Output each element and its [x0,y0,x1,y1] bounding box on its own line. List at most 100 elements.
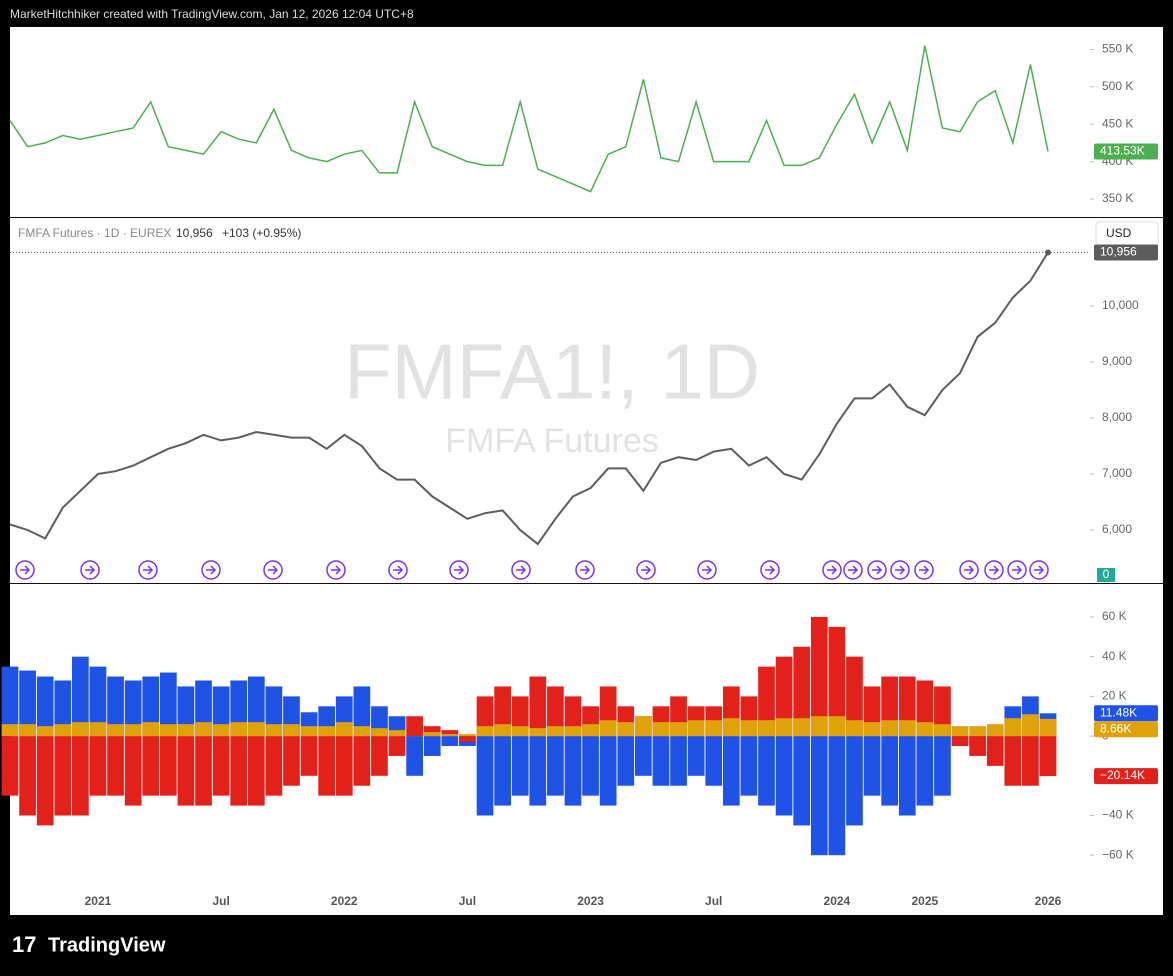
y-tick-label: 550 K [1102,42,1133,56]
bar [388,736,406,756]
event-marker-arrow [143,565,154,575]
bar [1022,714,1039,737]
bar [634,736,652,776]
bar [687,736,705,776]
event-marker-arrow [848,565,859,575]
bar [1004,718,1022,737]
y-tick-label: 350 K [1102,191,1133,205]
bar [459,734,476,737]
event-marker-arrow [393,565,404,575]
event-marker-arrow [895,565,906,575]
bar [406,716,424,737]
bar [722,736,740,806]
bar [758,666,775,737]
bar [195,736,212,806]
bar [986,736,1004,766]
bar [212,724,230,737]
bar [177,686,195,737]
event-marker-arrow [454,565,465,575]
event-marker-arrow [641,565,652,575]
legend-change: +103 (+0.95%) [222,226,301,240]
bar [36,736,54,826]
bar [441,736,459,747]
bar [687,720,705,737]
bar [283,736,300,786]
bar [459,736,476,743]
last-point [1045,249,1051,256]
bar [494,686,511,737]
bar [124,724,142,737]
event-marker-arrow [765,565,776,575]
bar [1039,718,1057,737]
bar [441,730,459,737]
series-line [9,251,1049,546]
bar [916,736,934,806]
bar [265,686,283,737]
y-tick-label: 500 K [1102,79,1133,93]
bar [388,730,406,737]
bar [1004,736,1022,786]
bar [951,736,969,747]
bar [124,680,142,737]
watermark-sub: FMFA Futures [445,422,659,460]
bar [159,736,177,796]
bar [934,724,951,737]
bar [810,716,828,737]
y-tick-label: −40 K [1102,808,1134,822]
bar [107,676,124,737]
bar [195,722,212,737]
bar [564,736,582,806]
bar [599,736,617,806]
bar [230,736,248,806]
bar [72,736,89,816]
bar [124,736,142,806]
bar [353,726,371,737]
bar [353,736,371,786]
bar [775,718,793,737]
y-tick-label: 40 K [1102,649,1127,663]
bar [793,736,811,826]
volume-label: 0 [1103,567,1110,581]
bar [986,724,1004,737]
bar [230,722,248,737]
watermark: FMFA1!, 1D [344,328,760,416]
bar [705,720,723,737]
bar [793,718,811,737]
bar [511,736,529,796]
y-tick-label: −60 K [1102,847,1134,861]
event-marker-arrow [331,565,342,575]
bar [775,656,793,737]
bar [582,724,599,737]
bar [846,656,863,737]
last-value-box [1094,705,1158,722]
x-tick-label: Jul [459,894,476,908]
bar [564,726,582,737]
bar [36,676,54,737]
last-value-box [1094,721,1158,738]
bar [177,736,195,806]
bar [19,736,36,816]
bar [881,720,899,737]
bar [265,736,283,796]
bar [529,728,547,737]
bar [934,686,951,737]
bar [423,726,441,737]
y-tick-label: 9,000 [1102,354,1132,368]
x-tick-label: 2025 [911,894,938,908]
bar [335,736,353,796]
x-tick-label: Jul [705,894,722,908]
bar [969,736,986,756]
bar [441,734,459,737]
bar [793,646,811,737]
bar [775,736,793,816]
bar [1,724,19,737]
currency[interactable]: USD [1106,226,1132,240]
bar [758,736,775,806]
bar [529,676,547,737]
event-marker-arrow [580,565,591,575]
bar [54,736,72,816]
bar [758,720,775,737]
last-value-box [1094,143,1158,160]
bar [107,736,124,796]
